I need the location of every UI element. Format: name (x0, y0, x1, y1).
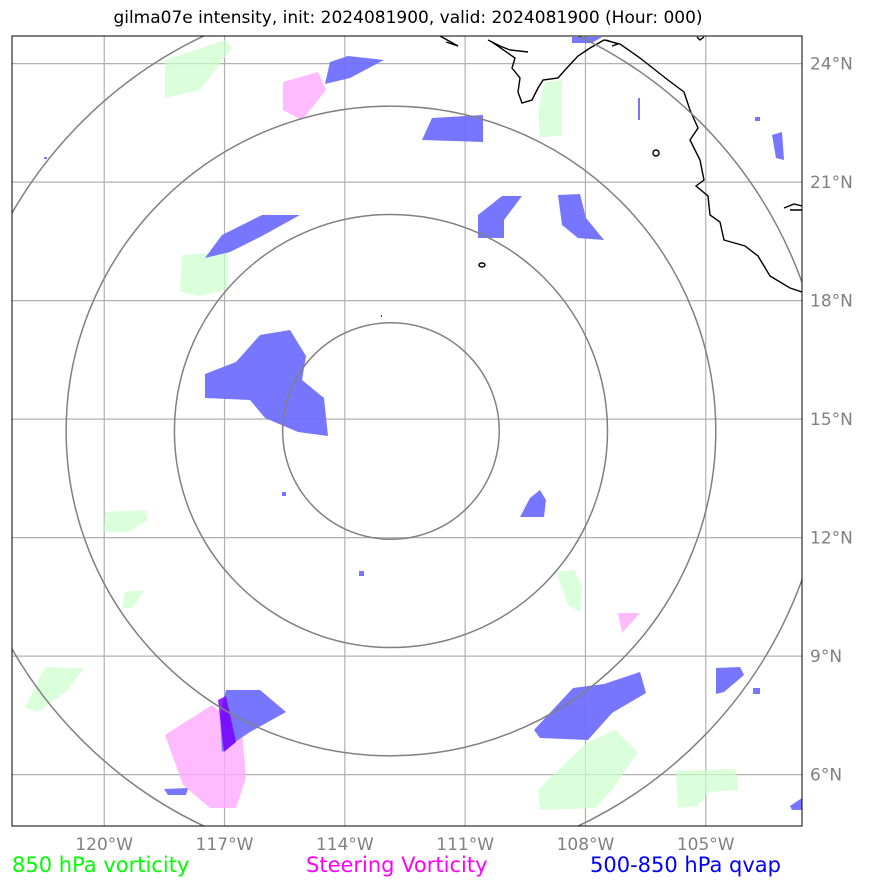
map-title: gilma07e intensity, init: 2024081900, va… (113, 8, 703, 28)
range-ring (173, 213, 609, 649)
vorticity-850-patch (676, 769, 738, 808)
range-ring (65, 105, 717, 757)
coastline-fragment (605, 39, 621, 47)
vorticity-850-patch (25, 667, 84, 712)
lon-tick-label: 108°W (557, 835, 615, 855)
lon-tick-label: 111°W (436, 835, 494, 855)
lat-tick-label: 9°N (810, 647, 842, 667)
lat-tick-label: 24°N (810, 55, 853, 75)
lon-tick-label: 105°W (677, 835, 735, 855)
range-ring (281, 321, 500, 541)
lat-tick-label: 18°N (810, 292, 853, 312)
qvap-patch (359, 571, 364, 576)
legend-vorticity-850: 850 hPa vorticity (12, 853, 190, 877)
lat-tick-label: 15°N (810, 410, 853, 430)
vorticity-850-patch (165, 40, 232, 98)
qvap-patch (205, 215, 300, 258)
qvap-patch (282, 492, 286, 496)
qvap-patch (716, 667, 744, 694)
vorticity-850-patch (538, 730, 638, 810)
qvap-steering-overlap (218, 696, 236, 752)
vorticity-850-contours (25, 40, 738, 810)
vorticity-850-patch (538, 80, 562, 138)
qvap-patch (478, 196, 522, 238)
legend-steering-vorticity: Steering Vorticity (306, 853, 488, 877)
coastline-island (478, 262, 486, 268)
vorticity-850-patch (104, 510, 148, 532)
lon-tick-label: 120°W (75, 835, 133, 855)
qvap-patch (755, 117, 760, 121)
qvap-patch (205, 330, 328, 436)
vorticity-850-patch (122, 590, 145, 608)
lon-tick-label: 117°W (196, 835, 254, 855)
steering-vorticity-patch (283, 72, 326, 120)
legend-qvap: 500-850 hPa qvap (590, 853, 781, 877)
map-plot-area[interactable] (0, 0, 828, 868)
coastline-fragment (439, 36, 459, 47)
qvap-patch (558, 194, 604, 240)
qvap-patch (164, 788, 188, 795)
longitude-labels: 120°W 117°W 114°W 111°W 108°W 105°W (75, 835, 734, 855)
lat-tick-label: 21°N (810, 173, 853, 193)
qvap-patch (534, 672, 646, 740)
latitude-labels: 6°N 9°N 12°N 15°N 18°N 21°N 24°N (810, 55, 853, 786)
qvap-patch (790, 798, 802, 810)
vorticity-850-patch (180, 252, 228, 296)
lon-tick-label: 114°W (316, 835, 374, 855)
qvap-patch (638, 98, 640, 120)
coastline-fragment (783, 203, 802, 211)
steering-vorticity-patch (618, 613, 640, 633)
lat-tick-label: 12°N (810, 529, 853, 549)
qvap-patch (422, 115, 483, 142)
coastline-fragment (487, 39, 529, 53)
qvap-patch (325, 56, 384, 84)
coastline-baja (491, 39, 802, 293)
qvap-patch (772, 132, 784, 160)
coastline-fragment (696, 36, 705, 41)
range-rings (12, 36, 802, 826)
coastline-island (652, 149, 660, 157)
qvap-patch (753, 688, 760, 694)
map-frame (11, 35, 803, 827)
qvap-patch (520, 490, 546, 517)
coastline (381, 36, 802, 317)
vorticity-850-patch (556, 570, 582, 612)
qvap-patch (220, 690, 286, 752)
lat-tick-label: 6°N (810, 766, 842, 786)
qvap-patch (44, 157, 47, 159)
qvap-contours (44, 37, 802, 810)
